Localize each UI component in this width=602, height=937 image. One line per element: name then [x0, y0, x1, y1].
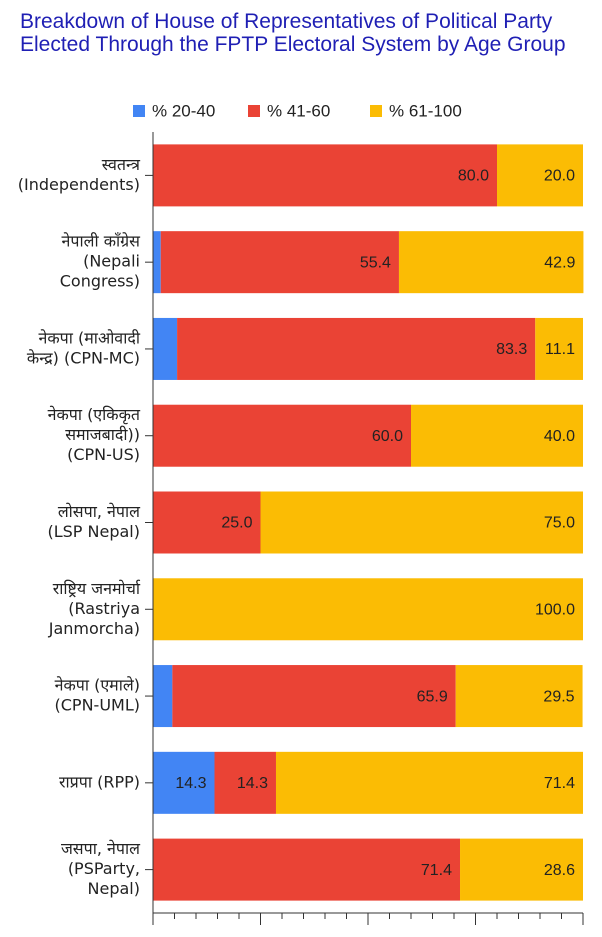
category-label: (Independents) — [18, 175, 140, 194]
value-label: 83.3 — [496, 341, 527, 358]
value-label: 55.4 — [360, 254, 391, 271]
category-label: स्वतन्त्र — [102, 155, 141, 174]
value-label: 60.0 — [372, 428, 403, 445]
bar-segment — [214, 751, 276, 814]
legend-label: % 20-40 — [152, 101, 215, 120]
category-label: (Rastriya — [68, 599, 140, 618]
bar-segment — [460, 838, 583, 901]
category-label: लोसपा, नेपाल — [58, 502, 141, 521]
value-label: 14.3 — [175, 775, 206, 792]
bar-segment — [160, 231, 399, 294]
value-label: 20.0 — [544, 168, 575, 185]
bar-segment — [535, 317, 583, 380]
value-label: 75.0 — [544, 515, 575, 532]
chart-title: Breakdown of House of Representatives of… — [20, 10, 566, 56]
bar-segment — [153, 665, 173, 728]
category-label: नेकपा (एकिकृत — [48, 405, 141, 425]
bar-segment — [153, 317, 178, 380]
bar-segment — [172, 665, 456, 728]
category-label: Congress) — [60, 272, 140, 291]
category-label: Janmorcha) — [48, 619, 140, 638]
category-label: केन्द्र) (CPN-MC) — [27, 348, 140, 367]
bar-segment — [153, 578, 583, 641]
bar-segment — [153, 404, 411, 467]
category-label: राप्रपा (RPP) — [59, 772, 140, 791]
category-label: Nepal) — [88, 879, 140, 898]
category-label: नेकपा (माओवादी — [39, 328, 141, 347]
bar-segment — [177, 317, 536, 380]
bar-segment — [153, 491, 261, 554]
value-label: 28.6 — [544, 862, 575, 879]
legend-swatch — [370, 105, 382, 117]
value-label: 14.3 — [237, 775, 268, 792]
category-label: राष्ट्रिय जनमोर्चा — [53, 579, 141, 598]
value-label: 40.0 — [544, 428, 575, 445]
value-label: 100.0 — [535, 601, 575, 618]
value-label: 65.9 — [417, 688, 448, 705]
bar-segment — [275, 751, 583, 814]
category-label: (CPN-US) — [67, 445, 140, 464]
category-label: (Nepali — [83, 252, 140, 271]
value-label: 25.0 — [221, 515, 252, 532]
bar-segment — [153, 751, 215, 814]
value-label: 71.4 — [421, 862, 452, 879]
value-label: 42.9 — [544, 254, 575, 271]
value-label: 11.1 — [545, 341, 575, 358]
category-label: जसपा, नेपाल — [61, 839, 141, 858]
legend-label: % 61-100 — [389, 101, 462, 120]
value-label: 80.0 — [458, 168, 489, 185]
category-label: नेपाली काँग्रेस — [62, 232, 142, 251]
bar-segment — [153, 231, 161, 294]
bar-segment — [153, 838, 461, 901]
bar-segment — [153, 144, 497, 207]
bar-segment — [455, 665, 583, 728]
category-label: (LSP Nepal) — [47, 522, 140, 541]
category-label: (CPN-UML) — [55, 696, 140, 715]
bar-segment — [497, 144, 583, 207]
bar-segment — [398, 231, 584, 294]
value-label: 71.4 — [544, 775, 575, 792]
category-label: समाजबादी)) — [65, 425, 140, 444]
legend-swatch — [248, 105, 260, 117]
value-label: 29.5 — [543, 688, 574, 705]
legend-swatch — [133, 105, 145, 117]
bar-segment — [411, 404, 583, 467]
legend-label: % 41-60 — [267, 101, 330, 120]
category-label: नेकपा (एमाले) — [55, 676, 140, 695]
category-label: (PSParty, — [68, 859, 140, 878]
bar-segment — [260, 491, 583, 554]
